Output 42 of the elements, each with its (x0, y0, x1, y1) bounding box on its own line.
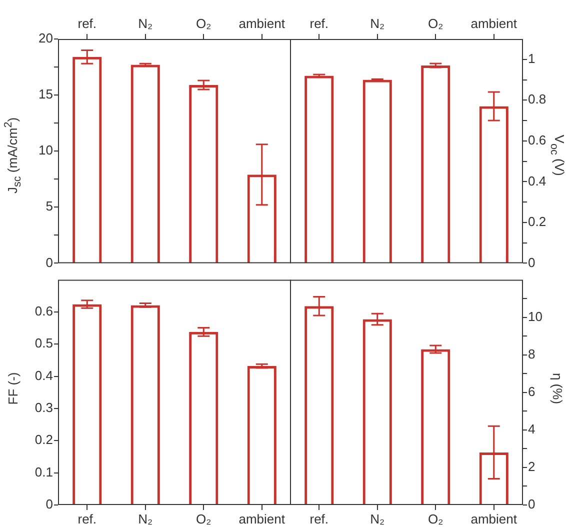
y2-tick-label: 6 (528, 384, 536, 399)
x-tick-label: ambient (470, 16, 518, 31)
y-tick-label: 0.4 (34, 368, 53, 383)
y-tick-label: 0.6 (34, 304, 53, 319)
x-tick-label: O₂ (196, 511, 212, 526)
x-tick-label: N₂ (370, 511, 385, 526)
x-tick-label: O₂ (428, 16, 444, 31)
y-tick-label: 0.5 (34, 336, 53, 351)
y-axis-title: FF (-) (6, 372, 21, 404)
x-tick-label: N₂ (138, 16, 153, 31)
x-tick-label: ref. (78, 16, 97, 31)
y-tick-label: 15 (38, 86, 53, 102)
x-tick-label: ambient (470, 511, 518, 526)
y2-tick-label: 0 (528, 254, 536, 270)
x-tick-label: O₂ (196, 16, 212, 31)
y-tick-label: 0.1 (34, 464, 53, 480)
y-tick-label: 0.3 (34, 400, 53, 416)
y2-tick-label: 1 (528, 50, 536, 66)
y2-tick-label: 0.2 (528, 214, 546, 230)
y2-tick-label: 10 (528, 308, 542, 324)
x-tick-label: ref. (78, 511, 97, 526)
x-tick-label: ambient (238, 16, 286, 31)
y-tick-label: 0 (46, 254, 53, 270)
y2-tick-label: 0.6 (528, 132, 546, 148)
y2-tick-label: 0 (528, 496, 536, 512)
y-tick-label: 5 (46, 198, 53, 214)
x-tick-label: ref. (310, 16, 329, 31)
x-tick-label: ambient (238, 511, 286, 526)
x-tick-label: N₂ (138, 511, 153, 526)
y-tick-label: 10 (38, 142, 53, 158)
y2-tick-label: 4 (528, 422, 536, 437)
y-tick-label: 0.2 (34, 432, 53, 448)
y2-tick-label: 2 (528, 459, 536, 474)
y-tick-label: 0 (46, 496, 53, 512)
y2-tick-label: 8 (528, 346, 536, 362)
y-tick-label: 20 (38, 30, 53, 46)
x-tick-label: ref. (310, 511, 329, 526)
y2-axis-title: η (%) (550, 372, 566, 404)
y2-tick-label: 0.4 (528, 173, 546, 188)
y2-tick-label: 0.8 (528, 92, 546, 107)
x-tick-label: N₂ (370, 16, 385, 31)
x-tick-label: O₂ (428, 511, 444, 526)
